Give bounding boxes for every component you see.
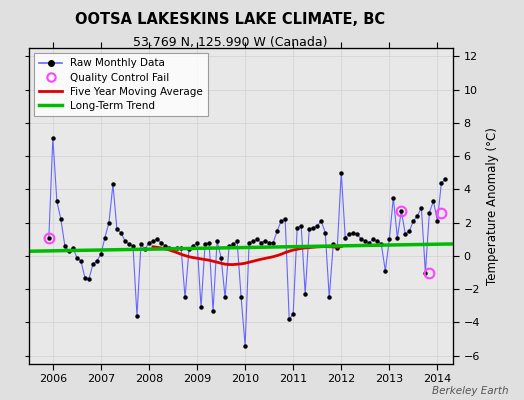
Text: Berkeley Earth: Berkeley Earth <box>432 386 508 396</box>
Text: OOTSA LAKESKINS LAKE CLIMATE, BC: OOTSA LAKESKINS LAKE CLIMATE, BC <box>75 12 386 27</box>
Legend: Raw Monthly Data, Quality Control Fail, Five Year Moving Average, Long-Term Tren: Raw Monthly Data, Quality Control Fail, … <box>34 53 209 116</box>
Text: 53.769 N, 125.990 W (Canada): 53.769 N, 125.990 W (Canada) <box>133 36 328 49</box>
Y-axis label: Temperature Anomaly (°C): Temperature Anomaly (°C) <box>486 127 499 285</box>
